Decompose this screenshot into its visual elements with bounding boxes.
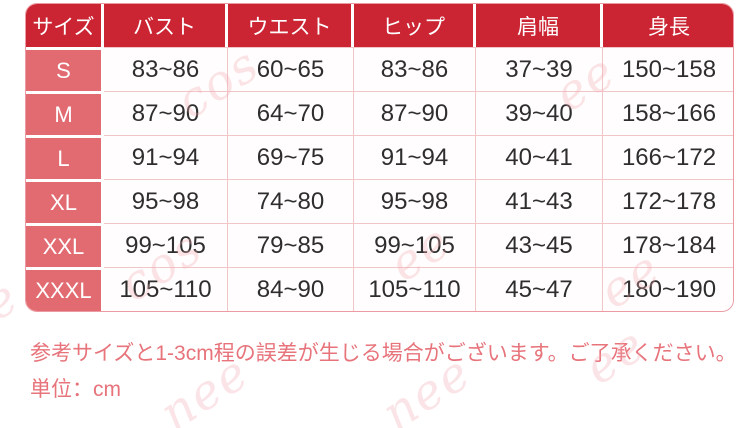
col-header-shoulder: 肩幅	[476, 4, 603, 47]
hip-cell: 105~110	[354, 267, 476, 311]
table-row-m: M 87~90 64~70 87~90 39~40 158~166	[26, 91, 733, 135]
bust-cell: 91~94	[104, 135, 228, 179]
size-label-cell: S	[26, 47, 104, 91]
waist-cell: 79~85	[228, 223, 354, 267]
size-label-cell: XXL	[26, 223, 104, 267]
hip-cell: 87~90	[354, 91, 476, 135]
col-header-hip: ヒップ	[354, 4, 476, 47]
col-header-size: サイズ	[26, 4, 104, 47]
bust-cell: 105~110	[104, 267, 228, 311]
size-label-cell: L	[26, 135, 104, 179]
col-header-waist: ウエスト	[228, 4, 354, 47]
shoulder-cell: 45~47	[476, 267, 603, 311]
height-cell: 150~158	[603, 47, 733, 91]
height-cell: 180~190	[603, 267, 733, 311]
height-cell: 158~166	[603, 91, 733, 135]
waist-cell: 69~75	[228, 135, 354, 179]
size-label-cell: XXXL	[26, 267, 104, 311]
shoulder-cell: 37~39	[476, 47, 603, 91]
bust-cell: 87~90	[104, 91, 228, 135]
waist-cell: 84~90	[228, 267, 354, 311]
table-row-xxl: XXL 99~105 79~85 99~105 43~45 178~184	[26, 223, 733, 267]
bust-cell: 83~86	[104, 47, 228, 91]
shoulder-cell: 39~40	[476, 91, 603, 135]
waist-cell: 60~65	[228, 47, 354, 91]
bust-cell: 99~105	[104, 223, 228, 267]
hip-cell: 99~105	[354, 223, 476, 267]
unit-label-text: 単位：cm	[30, 378, 121, 401]
table-row-s: S 83~86 60~65 83~86 37~39 150~158	[26, 47, 733, 91]
table-row-xxxl: XXXL 105~110 84~90 105~110 45~47 180~190	[26, 267, 733, 311]
col-header-bust: バスト	[104, 4, 228, 47]
header-row: サイズ バスト ウエスト ヒップ 肩幅 身長	[26, 4, 733, 47]
size-label-cell: XL	[26, 179, 104, 223]
size-label-cell: M	[26, 91, 104, 135]
table-row-xl: XL 95~98 74~80 95~98 41~43 172~178	[26, 179, 733, 223]
shoulder-cell: 41~43	[476, 179, 603, 223]
hip-cell: 83~86	[354, 47, 476, 91]
col-header-height: 身長	[603, 4, 733, 47]
waist-cell: 74~80	[228, 179, 354, 223]
hip-cell: 91~94	[354, 135, 476, 179]
size-disclaimer-text: 参考サイズと1-3cm程の誤差が生じる場合がございます。ご了承ください。	[30, 342, 737, 365]
height-cell: 166~172	[603, 135, 733, 179]
bust-cell: 95~98	[104, 179, 228, 223]
hip-cell: 95~98	[354, 179, 476, 223]
shoulder-cell: 43~45	[476, 223, 603, 267]
shoulder-cell: 40~41	[476, 135, 603, 179]
table-row-l: L 91~94 69~75 91~94 40~41 166~172	[26, 135, 733, 179]
height-cell: 178~184	[603, 223, 733, 267]
size-chart-table: サイズ バスト ウエスト ヒップ 肩幅 身長 S 83~86 60~65 83~…	[26, 4, 733, 311]
size-chart-table-container: サイズ バスト ウエスト ヒップ 肩幅 身長 S 83~86 60~65 83~…	[25, 3, 734, 312]
height-cell: 172~178	[603, 179, 733, 223]
waist-cell: 64~70	[228, 91, 354, 135]
